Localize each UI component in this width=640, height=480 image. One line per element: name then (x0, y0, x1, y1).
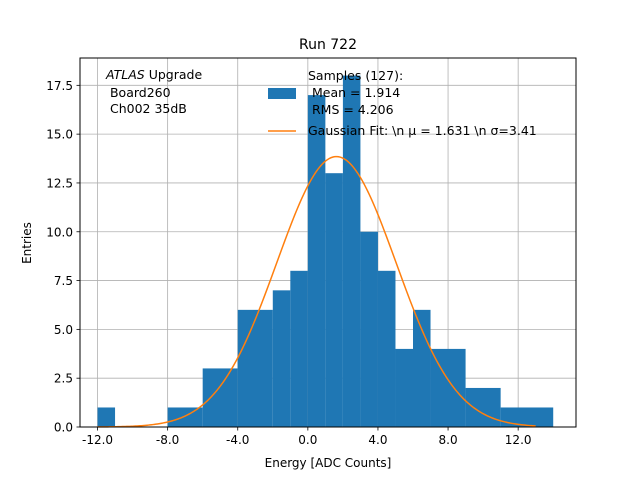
x-tick-label: 0.0 (298, 433, 317, 447)
x-tick-label: 12.0 (505, 433, 532, 447)
histogram-bar (272, 290, 291, 427)
histogram-bar (342, 75, 361, 428)
legend-histogram-swatch (268, 88, 296, 99)
y-tick-label: 17.5 (46, 79, 73, 93)
plot-frame (79, 57, 577, 428)
annotation-line-2: Board260 (106, 85, 171, 100)
histogram-bar (307, 95, 326, 427)
histogram-bar (500, 407, 554, 427)
legend-histogram-line-1: Samples (127): (308, 68, 403, 83)
annotation-line-3: Ch002 35dB (106, 101, 187, 116)
gaussian-fit-curve (97, 155, 536, 428)
histogram-bar (167, 407, 203, 427)
histogram-bar (202, 368, 238, 427)
y-axis-label: Entries (20, 222, 34, 264)
x-tick-label: 8.0 (439, 433, 458, 447)
histogram-bar (97, 407, 116, 427)
x-tick-label: 4.0 (368, 433, 387, 447)
atlas-annotation: ATLAS Upgrade Board260 Ch002 35dB (105, 67, 202, 116)
y-tick-label: 12.5 (46, 176, 73, 190)
histogram-bar (430, 348, 466, 427)
histogram-bar (290, 270, 308, 427)
histogram-bar (377, 270, 396, 427)
x-axis-label: Energy [ADC Counts] (265, 456, 392, 470)
histogram-bar (360, 231, 378, 427)
histogram-bar (237, 309, 273, 427)
histogram-bar (395, 348, 414, 427)
y-tick-label: 15.0 (46, 128, 73, 142)
upgrade-label: Upgrade (145, 67, 203, 82)
y-tick-label: 7.5 (54, 274, 73, 288)
histogram-bar (465, 387, 501, 427)
x-tick-label: -12.0 (82, 433, 113, 447)
legend: Samples (127): Mean = 1.914 RMS = 4.206 … (268, 68, 537, 138)
annotation-line-1: ATLAS Upgrade (105, 67, 202, 82)
atlas-label: ATLAS (105, 67, 145, 82)
y-tick-label: 10.0 (46, 225, 73, 239)
chart-title: Run 722 (299, 37, 357, 53)
x-tick-label: -8.0 (156, 433, 179, 447)
legend-fit-label: Gaussian Fit: \n μ = 1.631 \n σ=3.41 (308, 123, 537, 138)
axis-ticks: -12.0 -8.0 -4.0 0.0 4.0 8.0 12.0 0.0 2.5 5.0 7.5 10… (46, 79, 531, 447)
y-tick-label: 2.5 (54, 372, 73, 386)
x-tick-label: -4.0 (226, 433, 249, 447)
histogram-bar (325, 173, 343, 427)
histogram-bar (413, 309, 431, 427)
y-tick-label: 5.0 (54, 323, 73, 337)
legend-histogram-line-2: Mean = 1.914 (308, 85, 400, 100)
legend-histogram-line-3: RMS = 4.206 (308, 102, 394, 117)
histogram-bars (97, 75, 554, 428)
y-tick-label: 0.0 (54, 421, 73, 435)
